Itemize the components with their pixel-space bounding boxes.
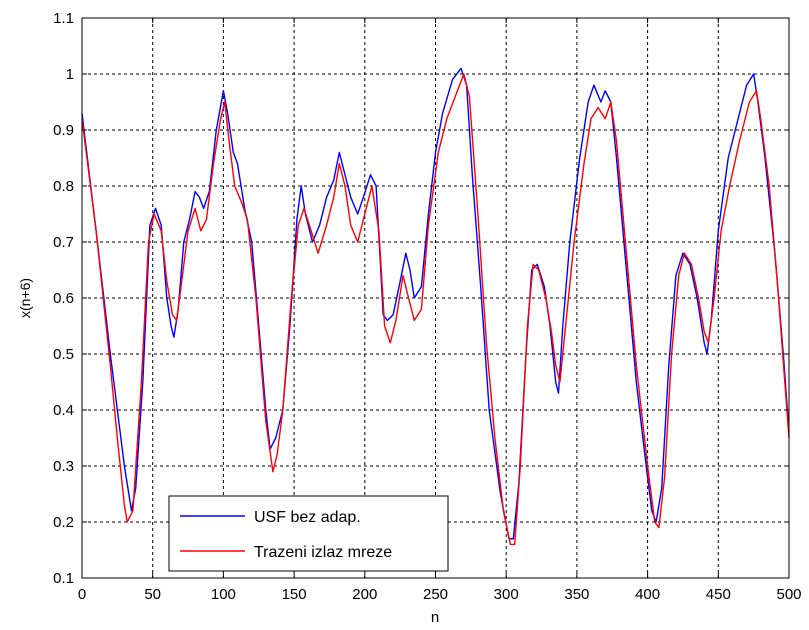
legend: USF bez adap. Trazeni izlaz mreze <box>168 495 449 572</box>
x-tick-label: 100 <box>211 586 236 603</box>
x-tick-label: 50 <box>144 586 161 603</box>
x-axis-label: n <box>431 609 439 626</box>
tick-labels: 0 50 100 150 200 250 300 350 400 450 500 0.1 0.2 0.3 0… <box>53 10 801 603</box>
y-tick-label: 1.1 <box>53 10 74 27</box>
legend-box <box>168 495 449 572</box>
x-tick-label: 300 <box>494 586 519 603</box>
x-tick-label: 200 <box>352 586 377 603</box>
series-line-2 <box>81 73 790 546</box>
y-axis-label: x(n+6) <box>17 278 33 318</box>
y-tick-label: 0.3 <box>53 458 74 475</box>
y-tick-label: 0.6 <box>53 290 74 307</box>
series-layer <box>81 67 790 546</box>
y-tick-label: 0.1 <box>53 570 74 587</box>
y-tick-label: 0.4 <box>53 402 74 419</box>
y-tick-label: 0.2 <box>53 514 74 531</box>
x-tick-label: 450 <box>706 586 731 603</box>
y-tick-label: 0.5 <box>53 346 74 363</box>
y-tick-label: 1 <box>66 66 74 83</box>
y-tick-label: 0.9 <box>53 122 74 139</box>
ticks <box>81 17 790 579</box>
x-tick-label: 500 <box>776 586 801 603</box>
y-tick-label: 0.7 <box>53 234 74 251</box>
x-tick-label: 150 <box>282 586 307 603</box>
legend-label-series-2: Trazeni izlaz mreze <box>254 544 392 561</box>
series-line-1 <box>81 67 790 540</box>
x-tick-label: 0 <box>78 586 86 603</box>
x-tick-label: 350 <box>564 586 589 603</box>
x-tick-label: 250 <box>423 586 448 603</box>
legend-label-series-1: USF bez adap. <box>254 509 361 526</box>
x-tick-label: 400 <box>635 586 660 603</box>
y-tick-label: 0.8 <box>53 178 74 195</box>
